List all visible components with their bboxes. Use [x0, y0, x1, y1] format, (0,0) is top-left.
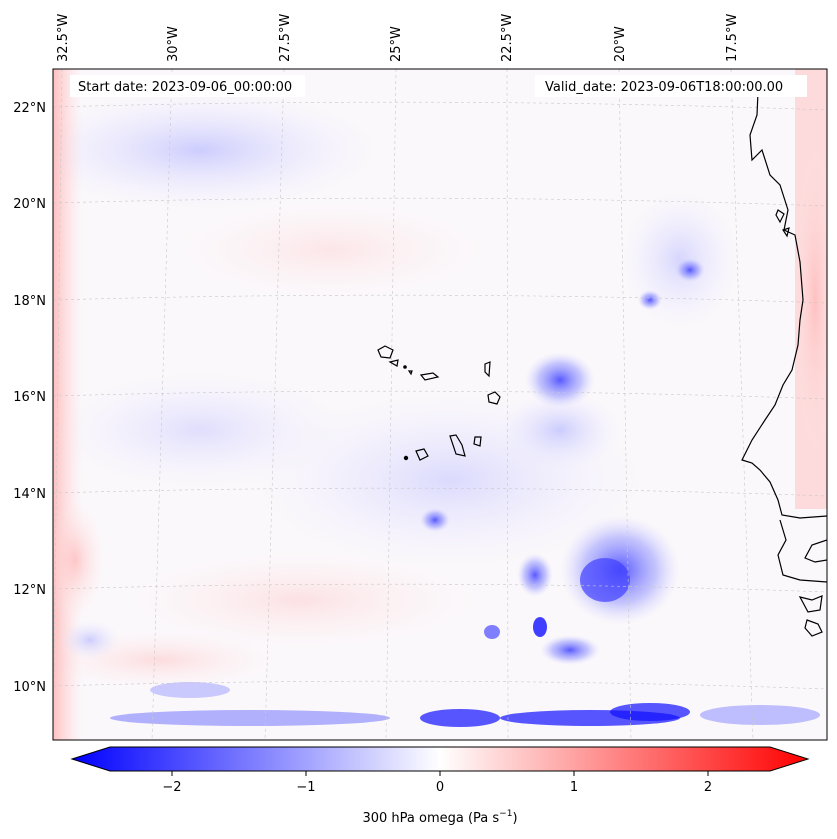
- valid-date-label: Valid_date: 2023-09-06T18:00:00.00: [545, 80, 783, 95]
- colorbar: −2 −1 0 1 2 300 hPa omega (Pa s−1): [70, 746, 810, 826]
- header: Start date: 2023-09-06_00:00:00 Valid_da…: [70, 75, 807, 97]
- lat-label: 14°N: [13, 487, 46, 502]
- lat-label: 16°N: [13, 390, 46, 405]
- colorbar-label: 300 hPa omega (Pa s−1): [362, 809, 517, 826]
- coastline: [741, 91, 827, 637]
- lon-label: 30°W: [166, 26, 181, 62]
- lat-label: 10°N: [13, 680, 46, 695]
- lon-labels: 32.5°W 30°W 27.5°W 25°W 22.5°W 20°W 17.5…: [56, 14, 740, 62]
- colorbar-label-close: ): [512, 811, 517, 826]
- colorbar-tick-label: 2: [704, 780, 712, 795]
- start-date-label: Start date: 2023-09-06_00:00:00: [78, 80, 292, 95]
- colorbar-label-text: 300 hPa omega (Pa s: [362, 811, 499, 826]
- colorbar-tick-label: 0: [436, 780, 444, 795]
- gridlines: [53, 69, 827, 740]
- lon-label: 32.5°W: [56, 14, 71, 62]
- lon-label: 17.5°W: [725, 14, 740, 62]
- map-panel: [52, 68, 828, 741]
- cape-verde-islands: [377, 345, 501, 461]
- lat-label: 20°N: [13, 197, 46, 212]
- lat-label: 12°N: [13, 583, 46, 598]
- colorbar-tick-label: −1: [296, 780, 315, 795]
- lon-label: 20°W: [613, 26, 628, 62]
- lat-label: 18°N: [13, 294, 46, 309]
- lon-label: 25°W: [389, 26, 404, 62]
- lon-label: 22.5°W: [500, 14, 515, 62]
- lat-label: 22°N: [13, 101, 46, 116]
- colorbar-body: [70, 746, 810, 772]
- lat-labels: 22°N 20°N 18°N 16°N 14°N 12°N 10°N: [13, 101, 46, 695]
- colorbar-ticks: [171, 771, 709, 776]
- lon-label: 27.5°W: [278, 14, 293, 62]
- omega-field: [53, 69, 827, 740]
- colorbar-tick-label: −2: [162, 780, 181, 795]
- colorbar-tick-label: 1: [570, 780, 578, 795]
- colorbar-label-sup: −1: [499, 809, 512, 819]
